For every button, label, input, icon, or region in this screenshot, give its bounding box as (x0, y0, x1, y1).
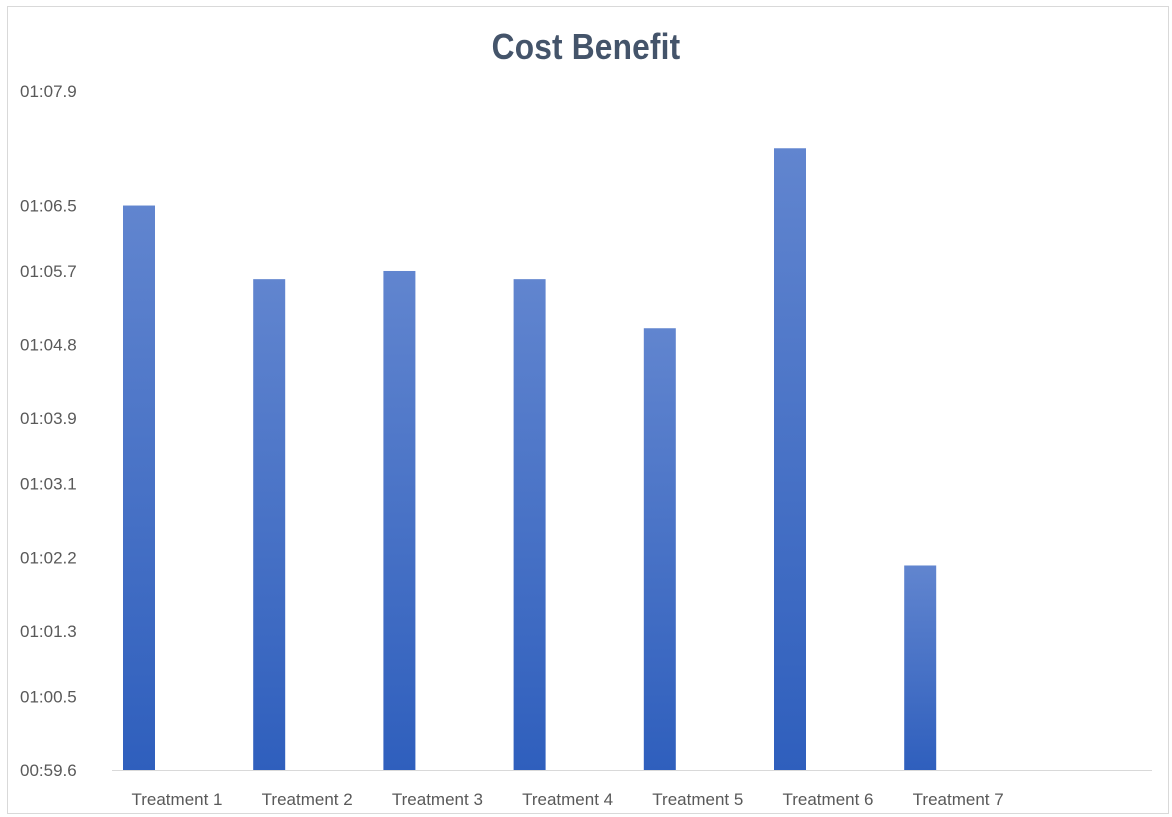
x-tick-label: Treatment 2 (262, 790, 353, 809)
x-tick-label: Treatment 4 (522, 790, 613, 809)
bar-treatment-4 (513, 279, 546, 770)
y-tick-label: 01:00.5 (20, 687, 77, 706)
bar-treatment-3 (383, 270, 416, 770)
x-tick-label: Treatment 1 (131, 790, 222, 809)
y-tick-label: 01:04.8 (20, 336, 77, 355)
x-tick-label: Treatment 7 (913, 790, 1004, 809)
y-tick-label: 01:06.5 (20, 197, 77, 216)
y-tick-label: 01:03.1 (20, 475, 77, 494)
x-tick-label: Treatment 3 (392, 790, 483, 809)
bar-treatment-2 (253, 279, 286, 770)
chart-title: Cost Benefit (491, 26, 681, 67)
bar-treatment-1 (123, 205, 155, 770)
bar-treatment-5 (643, 328, 676, 770)
y-tick-label: 01:05.7 (20, 262, 77, 281)
y-tick-label: 00:59.6 (20, 761, 77, 780)
bar-treatment-7 (904, 565, 937, 770)
chart-area (7, 6, 1169, 814)
y-tick-label: 01:02.2 (20, 548, 77, 567)
x-tick-label: Treatment 5 (652, 790, 743, 809)
y-tick-label: 01:03.9 (20, 409, 77, 428)
y-tick-label: 01:07.9 (20, 82, 77, 101)
bar-treatment-6 (774, 148, 806, 770)
x-tick-label: Treatment 6 (782, 790, 873, 809)
y-tick-label: 01:01.3 (20, 622, 77, 641)
